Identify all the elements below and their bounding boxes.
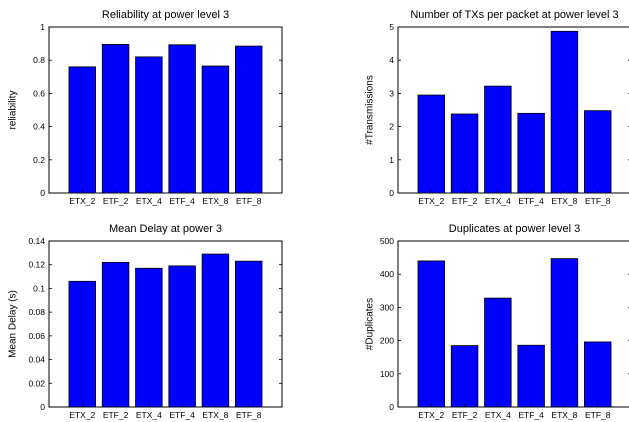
x-tick-label: ETX_8 — [551, 410, 577, 420]
x-tick-label: ETX_8 — [202, 196, 228, 206]
bar — [101, 261, 130, 408]
x-tick-label: ETF_4 — [169, 410, 195, 420]
y-tick-label: 300 — [380, 302, 394, 312]
x-tick-label: ETF_4 — [518, 410, 544, 420]
y-tick-label: 0 — [389, 402, 394, 412]
x-tick-label: ETX_8 — [551, 196, 577, 206]
bar — [550, 30, 579, 194]
bar — [550, 258, 579, 408]
bar — [168, 265, 196, 408]
y-tick-label: 100 — [380, 369, 394, 379]
bar — [484, 85, 512, 194]
y-tick-label: 0.14 — [28, 236, 45, 246]
bar — [417, 94, 446, 194]
bar — [68, 66, 96, 194]
y-tick-label: 0.4 — [33, 122, 45, 132]
x-tick-label: ETX_2 — [69, 410, 95, 420]
bar — [584, 341, 612, 408]
y-tick-label: 5 — [389, 22, 394, 32]
y-tick-label: 200 — [380, 336, 394, 346]
chart-title: Duplicates at power level 3 — [449, 223, 580, 235]
x-tick-label: ETF_2 — [103, 196, 129, 206]
x-tick-label: ETF_4 — [518, 196, 544, 206]
x-tick-label: ETF_8 — [236, 196, 262, 206]
bar — [517, 344, 545, 408]
x-tick-label: ETX_8 — [202, 410, 228, 420]
bar — [417, 260, 446, 408]
chart-title: Reliability at power level 3 — [102, 9, 229, 21]
x-tick-label: ETF_8 — [585, 410, 611, 420]
y-tick-label: 1 — [389, 155, 394, 165]
x-tick-label: ETX_2 — [418, 196, 444, 206]
chart-title: Number of TXs per packet at power level … — [410, 9, 618, 21]
bar — [68, 280, 96, 408]
y-axis-label: Mean Delay (s) — [8, 290, 19, 358]
y-tick-label: 0.02 — [28, 378, 45, 388]
x-tick-label: ETF_8 — [236, 410, 262, 420]
y-tick-label: 0 — [389, 188, 394, 198]
bar — [135, 267, 163, 408]
bar — [135, 56, 163, 194]
y-tick-label: 2 — [389, 122, 394, 132]
bar — [484, 297, 512, 408]
y-tick-label: 1 — [40, 22, 45, 32]
x-tick-label: ETX_4 — [136, 410, 162, 420]
bar — [201, 253, 230, 408]
bar — [201, 65, 230, 194]
y-tick-label: 0.08 — [28, 307, 45, 317]
y-tick-label: 0.1 — [33, 283, 45, 293]
x-tick-label: ETX_4 — [485, 196, 511, 206]
y-axis-label: #Transmissions — [365, 75, 376, 145]
bar — [168, 44, 196, 194]
chart-3: ETX_2 ETF_2 ETX_4 ETF_4 ETX_8 ETF_8 0 0.02 0.04 0… — [8, 223, 283, 420]
bar — [234, 45, 263, 194]
x-tick-label: ETX_2 — [69, 196, 95, 206]
bar — [584, 110, 612, 194]
y-tick-label: 4 — [389, 55, 394, 65]
chart-2: ETX_2 ETF_2 ETX_4 ETF_4 ETX_8 ETF_8 0 1 2 3 4 5 Numb… — [365, 9, 629, 206]
y-axis-label: reliability — [8, 91, 19, 130]
y-axis-label: #Duplicates — [365, 298, 376, 350]
bar — [517, 112, 545, 194]
y-tick-label: 0.6 — [33, 88, 45, 98]
y-tick-label: 400 — [380, 269, 394, 279]
bar — [101, 44, 130, 194]
bar — [450, 113, 479, 194]
x-tick-label: ETF_2 — [452, 410, 478, 420]
bar — [234, 260, 263, 408]
y-tick-label: 0.2 — [33, 155, 45, 165]
x-tick-label: ETF_2 — [452, 196, 478, 206]
y-tick-label: 0.12 — [28, 260, 45, 270]
y-tick-label: 0 — [40, 188, 45, 198]
x-tick-label: ETF_8 — [585, 196, 611, 206]
chart-4: ETX_2 ETF_2 ETX_4 ETF_4 ETX_8 ETF_8 0 100 200 300… — [365, 223, 629, 420]
y-tick-label: 3 — [389, 88, 394, 98]
y-tick-label: 0.04 — [28, 355, 45, 365]
x-tick-label: ETF_2 — [103, 410, 129, 420]
x-tick-label: ETX_4 — [485, 410, 511, 420]
y-tick-label: 0 — [40, 402, 45, 412]
y-tick-label: 0.8 — [33, 55, 45, 65]
x-tick-label: ETF_4 — [169, 196, 195, 206]
bar — [450, 345, 479, 408]
y-tick-label: 500 — [380, 236, 394, 246]
chart-title: Mean Delay at power 3 — [109, 223, 222, 235]
y-tick-label: 0.06 — [28, 331, 45, 341]
chart-1: ETX_2 ETF_2 ETX_4 ETF_4 ETX_8 ETF_8 0 0.2 0.4 0.6… — [8, 9, 283, 206]
x-tick-label: ETX_2 — [418, 410, 444, 420]
x-tick-label: ETX_4 — [136, 196, 162, 206]
